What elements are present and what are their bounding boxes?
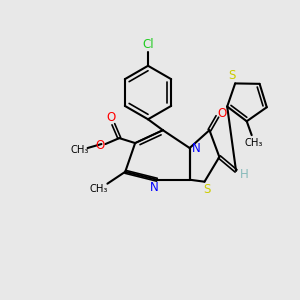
Text: O: O <box>107 111 116 124</box>
Text: CH₃: CH₃ <box>70 145 89 155</box>
Text: CH₃: CH₃ <box>89 184 108 194</box>
Text: O: O <box>218 107 227 120</box>
Text: N: N <box>192 142 201 154</box>
Text: O: O <box>96 139 105 152</box>
Text: N: N <box>150 181 158 194</box>
Text: Cl: Cl <box>142 38 154 52</box>
Text: H: H <box>240 168 248 182</box>
Text: S: S <box>229 69 236 82</box>
Text: CH₃: CH₃ <box>244 138 263 148</box>
Text: S: S <box>203 183 210 196</box>
